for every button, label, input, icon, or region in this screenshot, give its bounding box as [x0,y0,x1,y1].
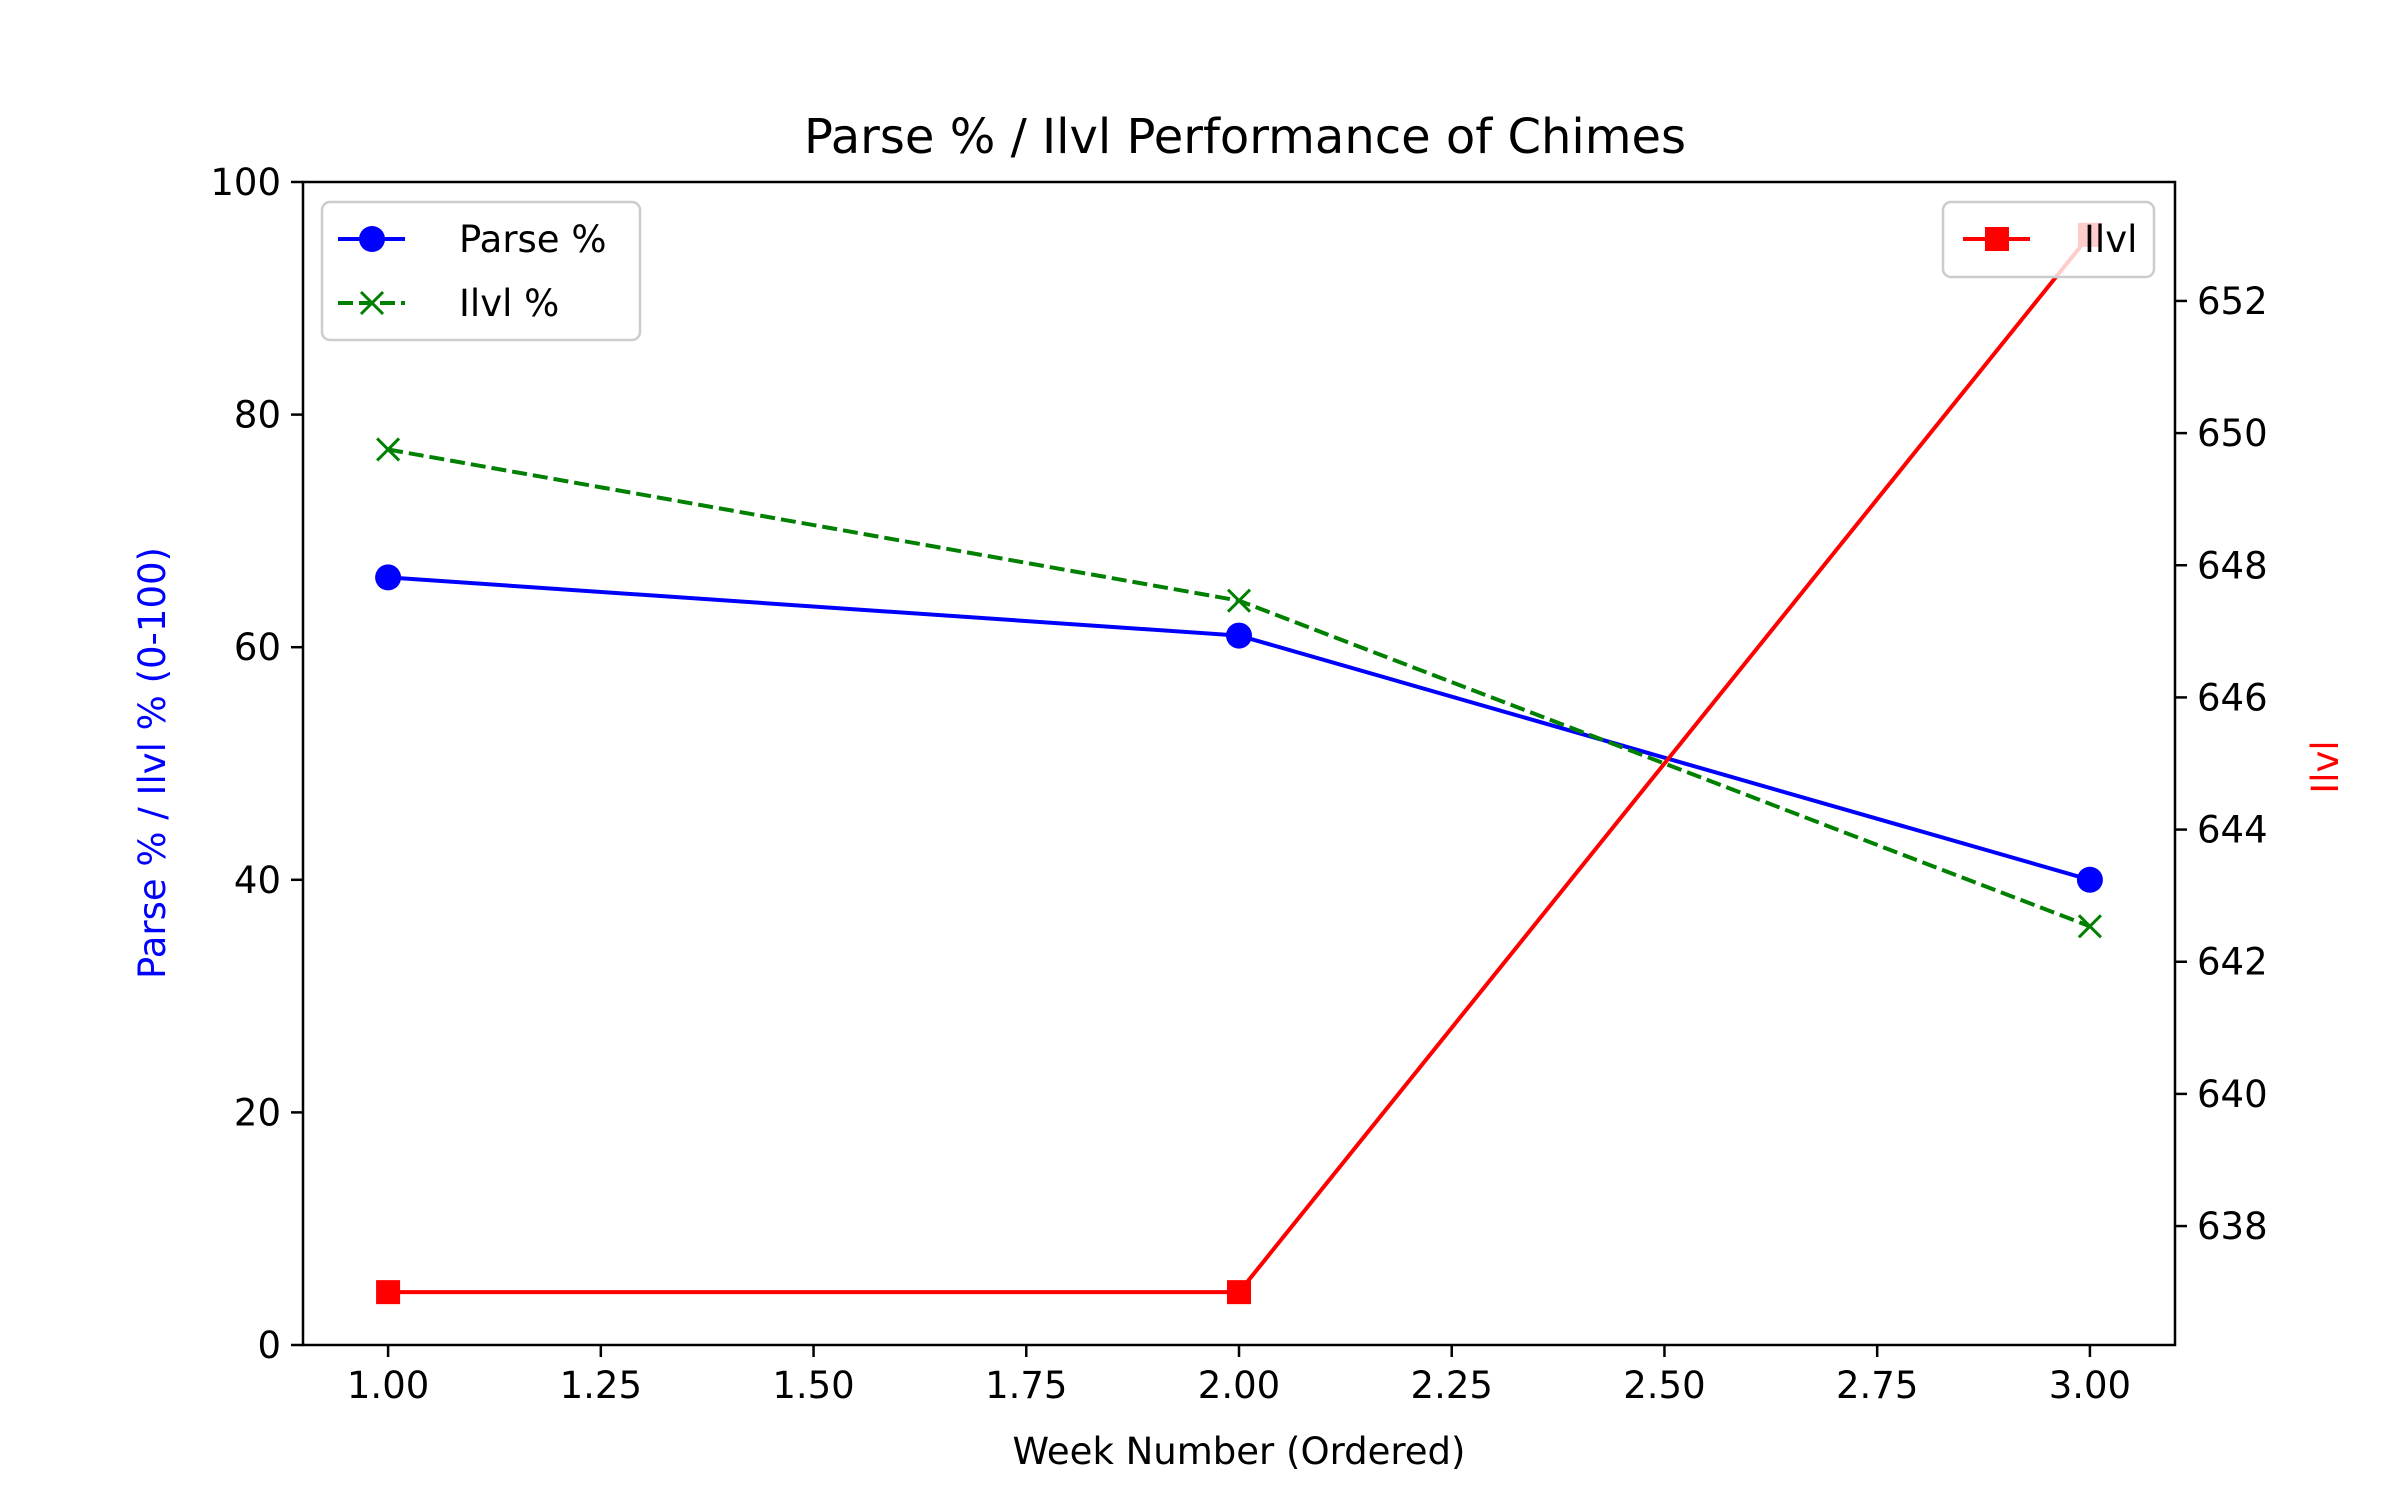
y-left-tick-label: 100 [210,161,281,204]
y-right-tick-label: 648 [2197,544,2268,587]
legend-left: Parse % Ilvl % [320,200,642,342]
data-point-ilvl-pct [1226,588,1252,613]
data-point-ilvl-pct [2077,914,2102,939]
y-right-tick-label: 646 [2197,676,2268,719]
y-right-tick-label: 640 [2197,1073,2268,1116]
legend-marker-parse-pct [359,226,385,252]
series-layer [375,222,2103,1305]
x-tick-label: 2.00 [1198,1364,1280,1407]
legend-left-box [320,200,642,342]
series-ilvl [376,222,2102,1305]
y-right-tick-label: 642 [2197,941,2268,984]
x-tick-label: 2.25 [1411,1364,1493,1407]
x-tick-label: 1.75 [985,1364,1067,1407]
legend-marker-ilvl-pct [359,290,385,316]
plot-frame [301,180,2177,1347]
y-left-tick-label: 60 [234,626,281,669]
x-tick-label: 1.25 [560,1364,642,1407]
legend-entry-ilvl-pct: Ilvl % [338,282,559,325]
y-axis-left-label: Parse % / Ilvl % (0-100) [131,547,174,979]
legend-label: Ilvl [2084,218,2137,261]
legend-label: Parse % [459,218,607,261]
legend-marker-ilvl [1985,227,2009,251]
series-ilvl-pct [376,437,2102,939]
x-tick-label: 1.50 [772,1364,854,1407]
y-axis-right-label: Ilvl [2304,740,2347,793]
data-point-ilvl-pct [376,437,401,462]
ticks-layer: 1.00 1.25 1.50 1.75 2.00 2.25 2.50 2.75 3.00 0 20 4… [210,161,2267,1407]
y-left-tick-label: 20 [234,1091,281,1134]
series-parse-pct [375,564,2103,893]
y-right-tick-label: 650 [2197,412,2268,455]
y-left-tick-label: 40 [234,859,281,902]
data-point-parse-pct [375,564,402,591]
data-point-ilvl [1227,1280,1251,1305]
y-left-tick-label: 80 [234,394,281,437]
series-line-ilvl-pct [387,447,2091,929]
data-point-parse-pct [1226,622,1252,649]
legend-entry-parse-pct: Parse % [338,218,607,261]
legend-entry-ilvl: Ilvl [1963,218,2137,261]
y-right-tick-label: 652 [2197,280,2268,323]
y-right-tick-label: 644 [2197,809,2268,852]
chart-title: Parse % / Ilvl Performance of Chimes [804,109,1686,165]
y-left-tick-label: 0 [257,1324,281,1367]
data-point-ilvl [376,1280,401,1305]
series-line-ilvl [388,233,2092,1295]
legend-right-box [1941,200,2156,279]
legend-right: Ilvl [1941,200,2156,279]
x-tick-label: 2.50 [1623,1364,1705,1407]
legend-label: Ilvl % [459,282,559,325]
x-tick-label: 2.75 [1836,1364,1918,1407]
x-tick-label: 1.00 [347,1364,429,1407]
data-point-parse-pct [2076,866,2103,893]
y-right-tick-label: 638 [2197,1205,2268,1248]
x-axis-label: Week Number (Ordered) [1013,1430,1466,1473]
x-tick-label: 3.00 [2049,1364,2131,1407]
